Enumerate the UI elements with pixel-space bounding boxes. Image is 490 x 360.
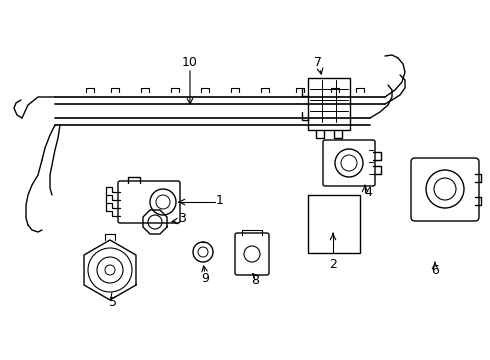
Bar [308,195,360,253]
Text: 4: 4 [364,185,372,198]
Text: 7: 7 [314,55,322,68]
Text: 6: 6 [431,264,439,276]
Text: 2: 2 [329,258,337,271]
Text: 1: 1 [216,194,224,207]
Text: 9: 9 [201,271,209,284]
Text: 8: 8 [251,274,259,287]
Text: 10: 10 [182,55,198,68]
Text: 5: 5 [109,296,117,309]
Text: 3: 3 [178,211,186,225]
Bar [308,78,350,130]
